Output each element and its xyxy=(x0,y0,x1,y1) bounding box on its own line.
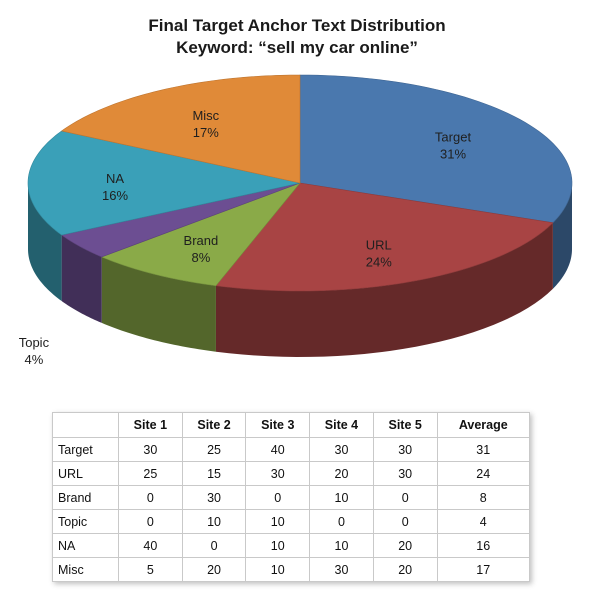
pie-slice-target xyxy=(299,74,573,224)
pie-side-topic xyxy=(61,235,102,323)
table-row: URL 25 15 30 20 30 24 xyxy=(52,461,531,486)
table-cell: 10 xyxy=(181,509,247,534)
table-row-label: NA xyxy=(52,533,119,558)
table-cell: 25 xyxy=(118,461,183,486)
slice-percent-label: 17% xyxy=(193,125,219,140)
table-cell: 0 xyxy=(245,485,311,510)
table-cell: 4 xyxy=(436,509,531,534)
table-row-label: Brand xyxy=(52,485,119,510)
pie-side-target xyxy=(552,183,572,289)
table-cell: 20 xyxy=(309,461,374,486)
data-table: Site 1 Site 2 Site 3 Site 4 Site 5 Avera… xyxy=(52,412,531,582)
slice-name-label: Misc xyxy=(192,108,219,123)
slice-percent-label: 24% xyxy=(366,255,392,270)
table-cell: 10 xyxy=(309,485,374,510)
table-cell: 10 xyxy=(309,533,374,558)
table-cell: 16 xyxy=(436,533,531,558)
table-cell: 20 xyxy=(372,533,438,558)
table-row-label: Target xyxy=(52,437,119,462)
table-cell: 30 xyxy=(245,461,311,486)
table-row: Target 30 25 40 30 30 31 xyxy=(52,437,531,462)
table-cell: 31 xyxy=(436,437,531,462)
pie-side-url xyxy=(215,222,553,357)
table-header-cell: Site 1 xyxy=(118,412,183,438)
table-cell: 30 xyxy=(309,437,374,462)
table-cell: 10 xyxy=(245,533,311,558)
chart-title: Final Target Anchor Text Distribution xyxy=(148,16,446,35)
table-cell: 17 xyxy=(436,557,531,582)
table-row-label: URL xyxy=(52,461,119,486)
data-table-container: Site 1 Site 2 Site 3 Site 4 Site 5 Avera… xyxy=(52,412,531,582)
table-cell: 30 xyxy=(372,461,438,486)
table-cell: 40 xyxy=(245,437,311,462)
slice-percent-label: 4% xyxy=(25,352,44,367)
table-cell: 0 xyxy=(309,509,374,534)
table-cell: 8 xyxy=(436,485,531,510)
table-header-cell: Site 3 xyxy=(245,412,311,438)
table-cell: 0 xyxy=(118,509,183,534)
slice-name-label: Brand xyxy=(184,233,219,248)
pie-side-na xyxy=(28,183,62,302)
table-header-cell: Site 4 xyxy=(309,412,374,438)
table-header-row: Site 1 Site 2 Site 3 Site 4 Site 5 Avera… xyxy=(52,412,531,438)
table-cell: 15 xyxy=(181,461,247,486)
pie-slice-topic xyxy=(60,182,301,258)
slice-name-label: Topic xyxy=(19,335,50,350)
slice-percent-label: 8% xyxy=(192,250,211,265)
table-header-cell: Site 2 xyxy=(181,412,247,438)
table-cell: 20 xyxy=(181,557,247,582)
table-cell: 24 xyxy=(436,461,531,486)
slice-name-label: URL xyxy=(366,238,392,253)
pie-side-brand xyxy=(101,256,216,352)
table-row: Topic 0 10 10 0 0 4 xyxy=(52,509,531,534)
table-cell: 30 xyxy=(118,437,183,462)
pie-chart: Target 31% URL 24% Brand 8% Topic 4% NA 16% Misc 17… xyxy=(19,74,573,367)
table-header-cell xyxy=(52,412,119,438)
table-cell: 30 xyxy=(372,437,438,462)
table-row-label: Misc xyxy=(52,557,119,582)
table-cell: 30 xyxy=(181,485,247,510)
table-row: Brand 0 30 0 10 0 8 xyxy=(52,485,531,510)
pie-slice-url xyxy=(215,182,554,292)
pie-slice-na xyxy=(27,130,301,236)
table-row: NA 40 0 10 10 20 16 xyxy=(52,533,531,558)
table-header-cell: Site 5 xyxy=(372,412,438,438)
table-row: Misc 5 20 10 30 20 17 xyxy=(52,557,531,582)
chart-subtitle: Keyword: “sell my car online” xyxy=(176,38,418,57)
table-cell: 30 xyxy=(309,557,374,582)
table-cell: 0 xyxy=(118,485,183,510)
table-cell: 20 xyxy=(372,557,438,582)
slice-name-label: NA xyxy=(106,171,124,186)
table-cell: 5 xyxy=(118,557,183,582)
slice-name-label: Target xyxy=(435,130,472,145)
pie-slice-brand xyxy=(100,182,301,287)
table-cell: 25 xyxy=(181,437,247,462)
table-cell: 0 xyxy=(181,533,247,558)
table-row-label: Topic xyxy=(52,509,119,534)
pie-slice-misc xyxy=(60,74,301,184)
table-cell: 40 xyxy=(118,533,183,558)
table-cell: 10 xyxy=(245,509,311,534)
slice-percent-label: 31% xyxy=(440,147,466,162)
table-cell: 0 xyxy=(372,485,438,510)
table-header-cell: Average xyxy=(436,412,531,438)
table-cell: 0 xyxy=(372,509,438,534)
slice-percent-label: 16% xyxy=(102,188,128,203)
table-cell: 10 xyxy=(245,557,311,582)
